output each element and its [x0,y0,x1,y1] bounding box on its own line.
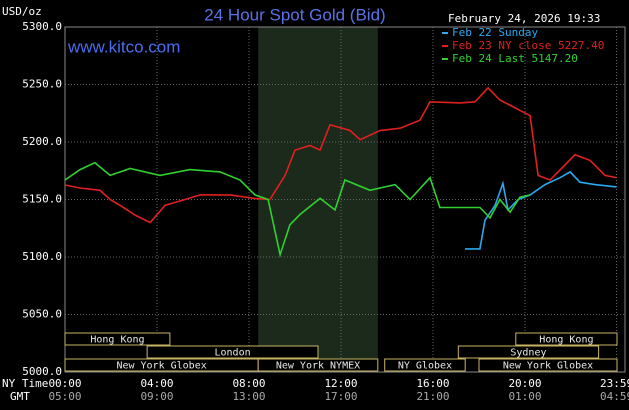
series-line [64,86,617,224]
session-box [515,332,618,346]
x2-tick-label: 21:00 [416,390,449,403]
subtitle: www.kitco.com [67,37,180,56]
x-tick-label: 16:00 [416,377,449,390]
session-label: New York NYMEX [276,361,360,372]
legend-label: Feb 24 Last 5147.20 [452,52,578,65]
session-label: Hong Kong [539,335,593,346]
plot-frame [64,26,626,373]
series-line [465,170,617,250]
session-box [457,345,600,359]
session-label: Sydney [510,348,546,359]
session-label: New York Globex [503,361,593,372]
x2-tick-label: 09:00 [140,390,173,403]
x2-tick-label: 01:00 [508,390,541,403]
x2-tick-label: 04:59 [600,390,629,403]
session-box [384,358,466,372]
main-layer: 5000.0 5050.0 5100.0 5150.0 5200.0 5250.0 5300… [22,20,629,403]
session-box [64,332,171,346]
x-tick-label: 20:00 [508,377,541,390]
y-unit: USD/oz [2,5,42,18]
y-tick-label: 5250.0 [22,78,62,91]
session-box [146,345,319,359]
y-tick-label: 5300.0 [22,20,62,33]
x2-tick-label: 13:00 [232,390,265,403]
session-label: London [214,348,250,359]
session-label: Hong Kong [90,335,144,346]
y-tick-label: 5000.0 [22,365,62,378]
x2-label: GMT [10,390,30,403]
legend-label: Feb 23 NY close 5227.40 [452,39,604,52]
x-tick-label: 23:59 [600,377,629,390]
x-tick-label: 00:00 [48,377,81,390]
x2-tick-label: 17:00 [324,390,357,403]
y-tick-label: 5200.0 [22,135,62,148]
y-tick-label: 5150.0 [22,193,62,206]
series-line [64,161,531,258]
x-label: NY Time [2,377,48,390]
x2-tick-label: 05:00 [48,390,81,403]
session-box [478,358,618,372]
session-label: New York Globex [116,361,206,372]
legend-label: Feb 22 Sunday [452,26,538,39]
session-label: NY Globex [398,361,452,372]
timestamp: February 24, 2026 19:33 [448,12,600,25]
x-tick-label: 08:00 [232,377,265,390]
chart-title: 24 Hour Spot Gold (Bid) [204,5,385,24]
y-tick-label: 5050.0 [22,308,62,321]
session-box [257,358,379,372]
y-tick-label: 5100.0 [22,250,62,263]
x-tick-label: 12:00 [324,377,357,390]
x-tick-label: 04:00 [140,377,173,390]
